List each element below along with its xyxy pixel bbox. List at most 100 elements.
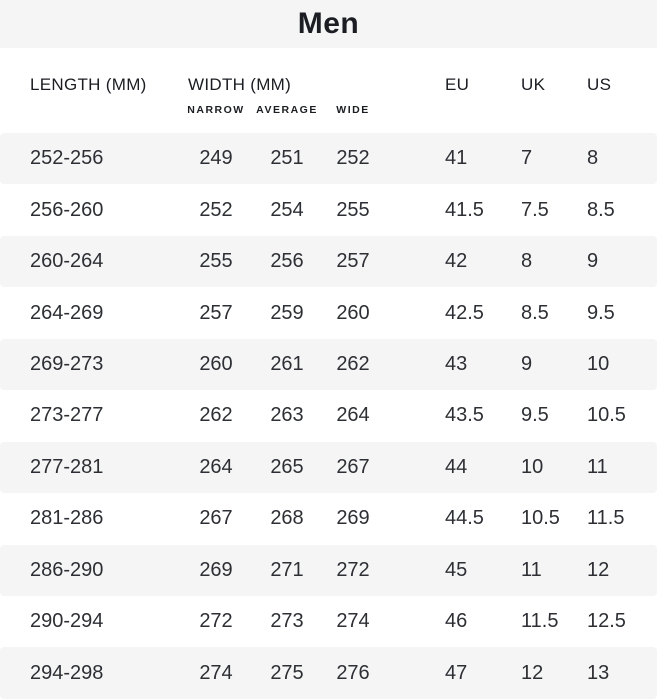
cell-length-range: 273-277 [30,404,104,427]
cell-size-us: 9.5 [587,301,615,324]
cell-width-average: 268 [270,507,304,530]
cell-length-range: 290-294 [30,610,104,633]
cell-width-wide: 264 [336,404,370,427]
page-title: Men [297,7,360,40]
cell-length-range: 260-264 [30,250,104,273]
cell-length-range: 277-281 [30,455,104,478]
cell-size-us: 8 [587,147,599,170]
cell-size-eu: 45 [445,558,468,581]
cell-size-us: 9 [587,250,599,273]
cell-length-range: 264-269 [30,301,104,324]
column-header-uk: UK [521,75,546,94]
cell-width-narrow: 274 [199,661,233,684]
cell-size-uk: 8 [521,250,533,273]
cell-width-wide: 274 [336,610,370,633]
cell-length-range: 294-298 [30,661,104,684]
table-row: 264-269 257 259 260 42.5 8.5 9.5 [0,287,657,338]
cell-size-eu: 46 [445,610,468,633]
cell-size-uk: 10.5 [521,507,560,530]
cell-length-range: 256-260 [30,198,104,221]
cell-length-range: 252-256 [30,147,104,170]
column-header-us: US [587,75,612,94]
cell-size-uk: 8.5 [521,301,549,324]
cell-width-wide: 257 [336,250,370,273]
cell-size-eu: 43 [445,352,468,375]
table-row: 269-273 260 261 262 43 9 10 [0,338,657,391]
cell-width-average: 265 [270,455,304,478]
cell-size-eu: 41 [445,147,468,170]
cell-width-narrow: 264 [199,455,233,478]
cell-width-wide: 276 [336,661,370,684]
cell-width-narrow: 262 [199,404,233,427]
cell-size-uk: 11 [521,558,542,581]
cell-length-range: 281-286 [30,507,104,530]
cell-width-narrow: 255 [199,250,233,273]
cell-width-average: 259 [270,301,304,324]
cell-length-range: 286-290 [30,558,104,581]
cell-size-us: 10.5 [587,404,626,427]
table-row: 256-260 252 254 255 41.5 7.5 8.5 [0,184,657,235]
cell-width-wide: 269 [336,507,370,530]
cell-size-eu: 42.5 [445,301,484,324]
cell-size-uk: 11.5 [521,610,559,633]
cell-width-average: 263 [270,404,304,427]
subcolumn-header-wide: WIDE [336,104,370,116]
cell-size-eu: 47 [445,661,468,684]
table-row: 260-264 255 256 257 42 8 9 [0,235,657,288]
column-header-eu: EU [445,75,470,94]
cell-size-eu: 44 [445,455,468,478]
cell-width-average: 271 [270,558,304,581]
cell-width-average: 251 [270,147,304,170]
table-header-sub-row: NARROW AVERAGE WIDE [0,104,657,116]
table-header-main-row: LENGTH (MM) WIDTH (MM) EU UK US [0,75,657,95]
cell-size-eu: 42 [445,250,468,273]
cell-width-wide: 260 [336,301,370,324]
cell-size-uk: 9.5 [521,404,549,427]
table-row: 281-286 267 268 269 44.5 10.5 11.5 [0,493,657,544]
table-row: 273-277 262 263 264 43.5 9.5 10.5 [0,390,657,441]
cell-width-wide: 252 [336,147,370,170]
cell-width-average: 273 [270,610,304,633]
cell-size-uk: 7 [521,147,533,170]
cell-size-us: 8.5 [587,198,615,221]
table-row: 290-294 272 273 274 46 11.5 12.5 [0,596,657,647]
cell-size-eu: 44.5 [445,507,484,530]
cell-width-average: 261 [270,352,304,375]
column-header-length: LENGTH (MM) [30,75,147,94]
cell-width-narrow: 267 [199,507,233,530]
cell-width-wide: 272 [336,558,370,581]
cell-width-narrow: 269 [199,558,233,581]
cell-width-narrow: 260 [199,352,233,375]
cell-length-range: 269-273 [30,352,104,375]
cell-width-narrow: 252 [199,198,233,221]
table-row: 277-281 264 265 267 44 10 11 [0,441,657,494]
cell-size-us: 12 [587,558,610,581]
cell-width-average: 256 [270,250,304,273]
subcolumn-header-average: AVERAGE [256,104,318,116]
size-table-body: 252-256 249 251 252 41 7 8 256-260 252 2… [0,133,657,699]
cell-width-wide: 255 [336,198,370,221]
column-header-width: WIDTH (MM) [188,75,292,94]
cell-width-wide: 262 [336,352,370,375]
cell-size-uk: 7.5 [521,198,549,221]
cell-width-average: 254 [270,198,304,221]
table-row: 286-290 269 271 272 45 11 12 [0,544,657,596]
table-header: LENGTH (MM) WIDTH (MM) EU UK US NARROW A… [0,48,657,133]
cell-size-uk: 12 [521,661,544,684]
cell-size-uk: 9 [521,352,533,375]
title-band: Men [0,0,657,48]
cell-size-eu: 41.5 [445,198,484,221]
cell-size-uk: 10 [521,455,544,478]
table-row: 252-256 249 251 252 41 7 8 [0,133,657,185]
cell-size-us: 10 [587,352,610,375]
cell-size-us: 11.5 [587,507,625,530]
cell-width-average: 275 [270,661,304,684]
cell-width-narrow: 272 [199,610,233,633]
cell-size-us: 12.5 [587,610,626,633]
subcolumn-header-narrow: NARROW [187,104,245,116]
cell-width-narrow: 257 [199,301,233,324]
table-row: 294-298 274 275 276 47 12 13 [0,647,657,699]
cell-size-eu: 43.5 [445,404,484,427]
cell-size-us: 11 [587,455,608,478]
cell-width-narrow: 249 [199,147,233,170]
